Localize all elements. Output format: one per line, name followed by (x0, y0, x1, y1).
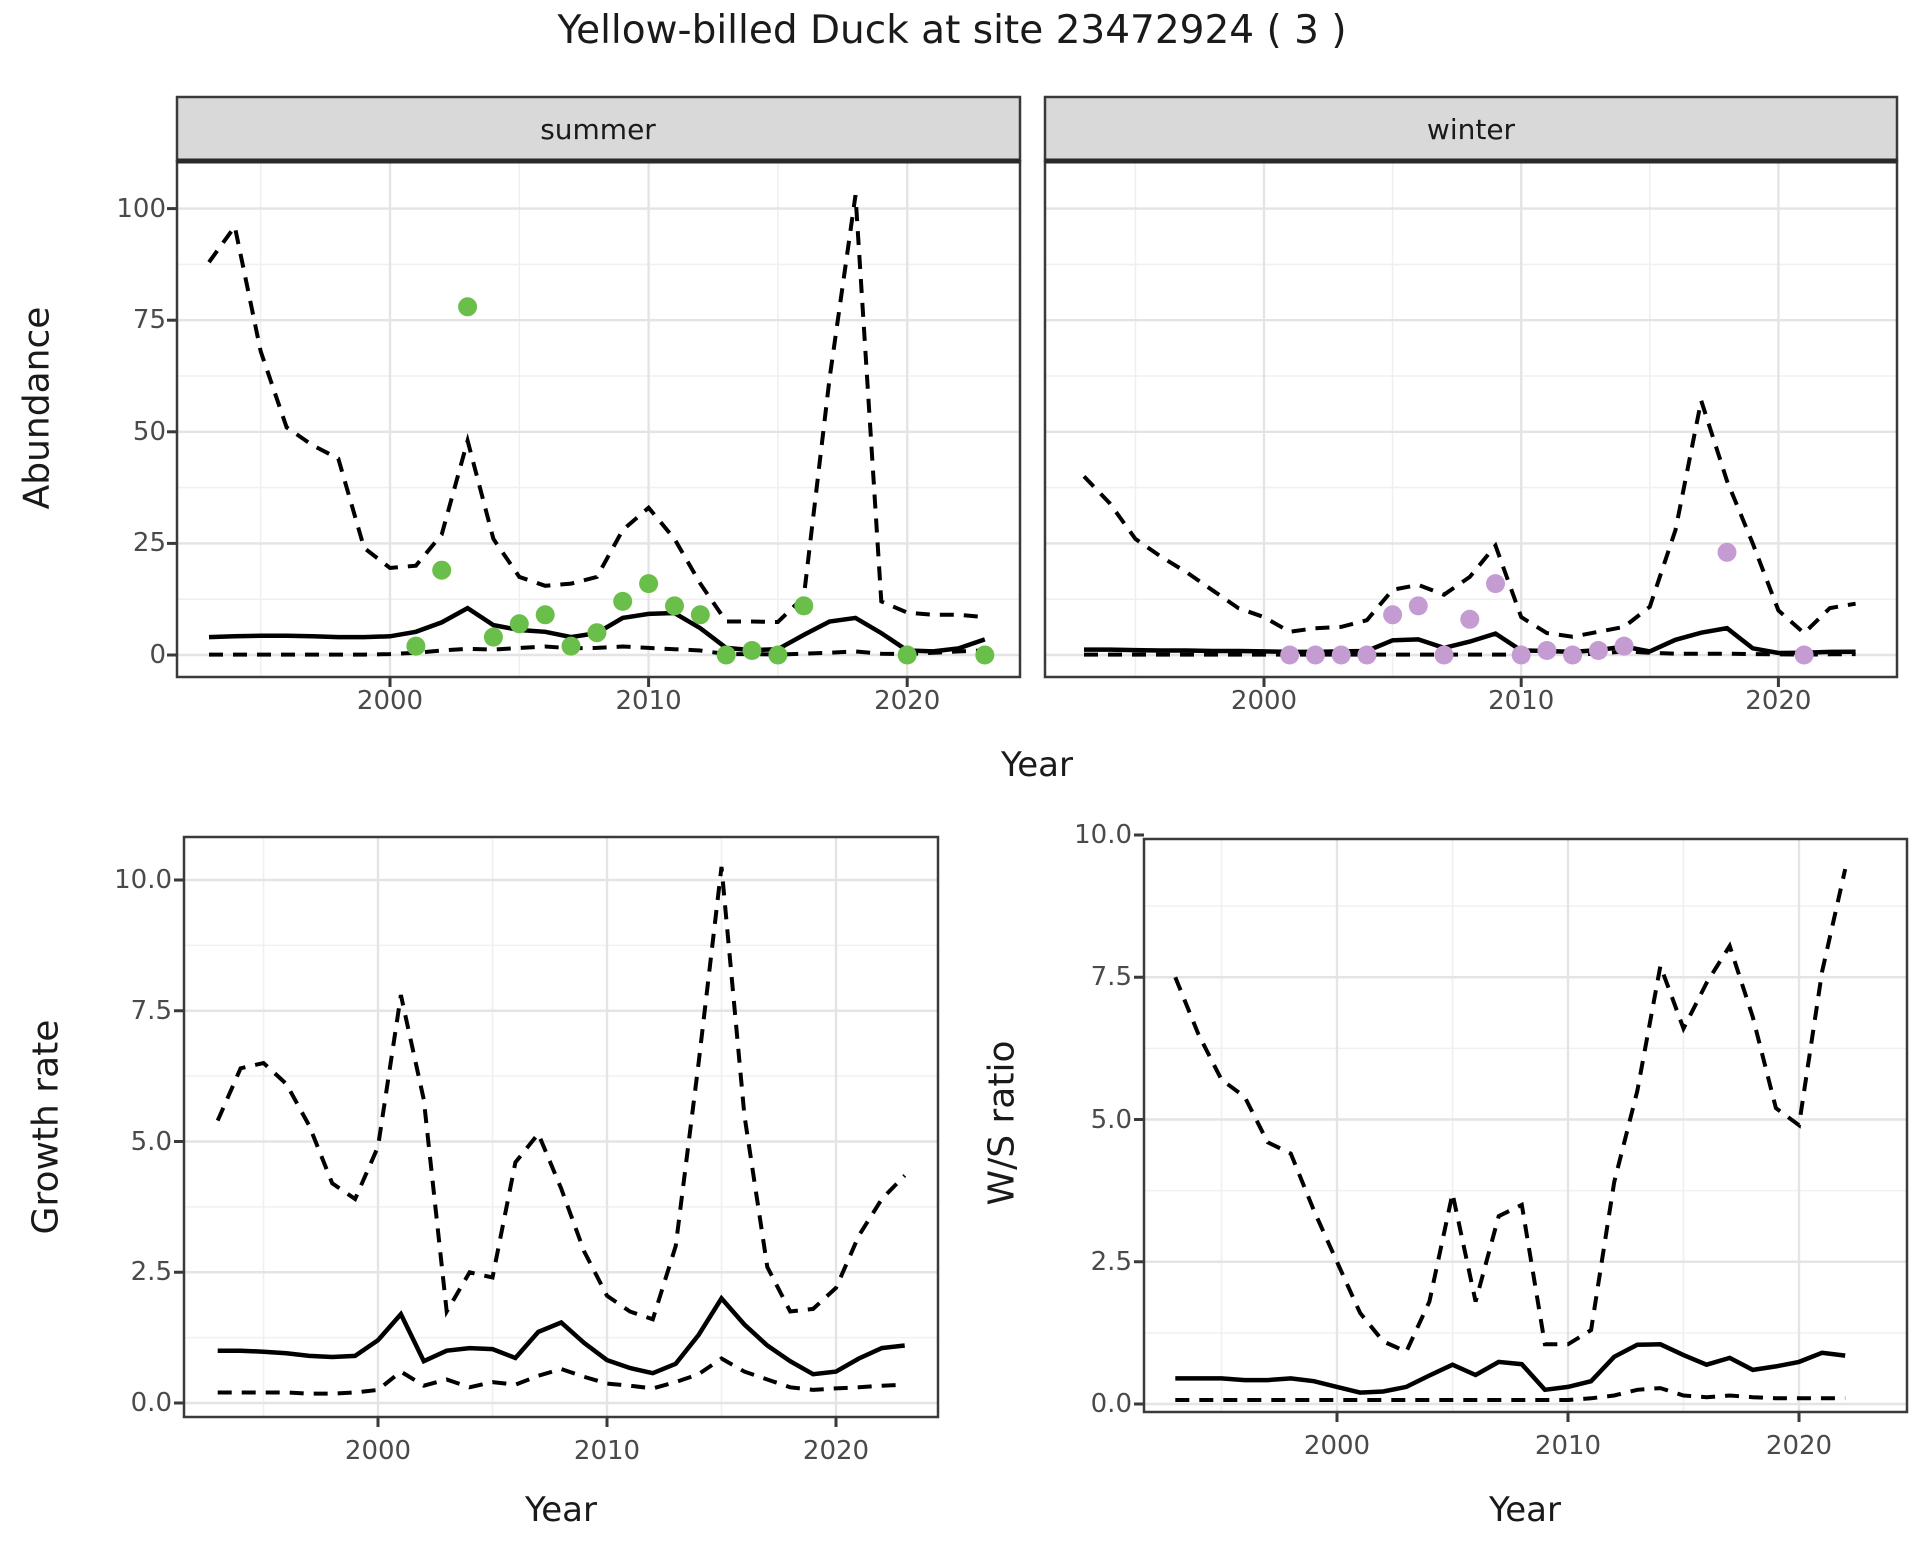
data-point-summer (613, 591, 633, 611)
data-point-summer (587, 623, 607, 643)
y-tick-label: 5.0 (130, 1126, 172, 1157)
data-point-winter (1305, 645, 1325, 665)
data-point-winter (1280, 645, 1300, 665)
data-point-summer (716, 645, 736, 665)
data-point-winter (1408, 596, 1428, 616)
panel-border-growth_rate (182, 835, 940, 1419)
y-tick-label: 5.0 (1090, 1104, 1132, 1135)
x-tick-label: 2020 (1765, 1431, 1833, 1461)
data-point-summer (483, 627, 503, 647)
x-tick-label: 2020 (802, 1436, 870, 1466)
series-median-ws_ratio (1175, 1342, 1846, 1395)
y-tick-label: 0 (149, 640, 166, 670)
facet-strip-summer-label: summer (540, 113, 656, 146)
data-point-summer (768, 645, 788, 665)
x-tick-label: 2000 (356, 686, 424, 716)
y-tick-label: 10.0 (114, 865, 172, 895)
x-tick-label: 2000 (1230, 686, 1298, 716)
facet-strip-winter (1043, 95, 1899, 163)
panel-border-ws_ratio (1142, 837, 1909, 1414)
x-tick-label: 2020 (1745, 686, 1812, 716)
x-tick-label: 2000 (1303, 1431, 1371, 1461)
y-tick-label: 0.0 (130, 1388, 172, 1418)
series-ci_lower-growth_rate (217, 1356, 905, 1396)
y-tick-label: 25 (132, 528, 166, 559)
data-point-winter (1588, 641, 1608, 660)
data-point-summer (742, 641, 762, 660)
x-tick-label: 2000 (344, 1436, 412, 1466)
panel-winter (1045, 161, 1897, 677)
series-ci_lower-winter (1084, 649, 1856, 657)
y-tick-label: 2.5 (130, 1257, 172, 1288)
growth-year-axis-title: Year (525, 1490, 597, 1530)
series-median-growth_rate (217, 1294, 905, 1377)
ws-year-axis-title: Year (1489, 1490, 1561, 1530)
series-ci_upper-summer (207, 194, 985, 625)
y-tick-label: 75 (132, 305, 166, 336)
data-point-summer (665, 596, 684, 616)
y-tick-label: 0.0 (1090, 1389, 1132, 1419)
series-median-winter (1084, 625, 1856, 656)
y-tick-label: 7.5 (1090, 962, 1132, 993)
page-title: Yellow-billed Duck at site 23472924 ( 3 … (557, 8, 1347, 53)
x-tick-label: 2010 (573, 1436, 641, 1466)
data-point-summer (561, 636, 581, 656)
x-tick-label: 2020 (874, 686, 941, 716)
data-point-summer (406, 636, 426, 656)
data-point-winter (1794, 645, 1814, 665)
y-tick-label: 10.0 (1074, 820, 1132, 850)
series-ci_upper-growth_rate (215, 866, 907, 1322)
data-point-summer (690, 605, 710, 625)
x-tick-label: 2010 (1488, 686, 1555, 716)
data-point-winter (1511, 645, 1531, 665)
data-point-summer (535, 605, 555, 625)
panel-growth_rate (184, 837, 938, 1417)
data-point-winter (1614, 636, 1634, 656)
series-ci_upper-winter (1082, 392, 1856, 639)
top-year-axis-title: Year (1001, 745, 1073, 785)
data-point-winter (1331, 645, 1351, 665)
data-point-winter (1460, 609, 1480, 629)
ws-ratio-axis-title: W/S ratio (981, 1040, 1023, 1206)
panel-ws_ratio (1144, 839, 1907, 1412)
data-point-winter (1486, 574, 1505, 594)
data-point-summer (897, 645, 917, 665)
y-tick-label: 2.5 (1090, 1246, 1132, 1277)
x-tick-label: 2010 (1534, 1431, 1602, 1461)
y-tick-label: 100 (116, 193, 166, 224)
data-point-summer (639, 574, 659, 594)
data-point-summer (975, 645, 995, 665)
data-point-winter (1434, 645, 1454, 665)
data-point-winter (1537, 641, 1557, 660)
data-point-winter (1383, 605, 1403, 625)
growth-rate-axis-title: Growth rate (25, 1019, 67, 1235)
series-ci_lower-ws_ratio (1175, 1386, 1846, 1402)
data-point-summer (509, 614, 529, 634)
data-point-winter (1563, 645, 1583, 665)
series-ci_lower-summer (209, 644, 985, 657)
y-tick-label: 50 (132, 416, 166, 447)
data-point-winter (1357, 645, 1377, 665)
data-point-winter (1717, 542, 1737, 562)
data-point-summer (794, 596, 814, 616)
y-tick-label: 7.5 (130, 995, 172, 1026)
data-point-summer (432, 560, 452, 580)
facet-strip-winter-label: winter (1426, 113, 1516, 146)
abundance-axis-title: Abundance (16, 306, 58, 510)
x-tick-label: 2010 (615, 686, 682, 716)
data-point-summer (458, 297, 478, 317)
